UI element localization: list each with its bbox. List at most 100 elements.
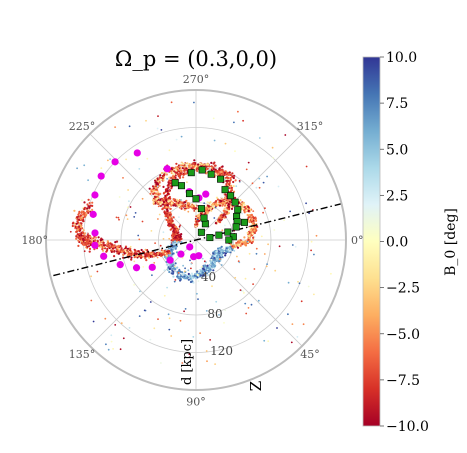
halo-particle bbox=[235, 185, 238, 188]
halo-particle bbox=[146, 157, 149, 160]
stream-particle bbox=[221, 249, 224, 252]
stream-particle bbox=[223, 171, 226, 174]
stream-particle bbox=[168, 224, 171, 227]
stream-particle bbox=[218, 247, 221, 250]
stream-particle bbox=[250, 214, 253, 217]
halo-particle bbox=[183, 270, 186, 273]
stream-particle bbox=[222, 201, 225, 204]
stream-particle bbox=[167, 186, 170, 189]
stream-particle bbox=[170, 272, 173, 275]
stream-particle bbox=[181, 273, 184, 276]
halo-particle bbox=[263, 253, 266, 255]
halo-particle bbox=[251, 182, 254, 185]
halo-particle bbox=[186, 181, 188, 184]
stream-particle bbox=[161, 198, 164, 201]
halo-particle bbox=[245, 168, 248, 171]
stream-particle bbox=[211, 202, 215, 205]
halo-particle bbox=[173, 173, 176, 176]
stream-particle bbox=[243, 241, 246, 244]
stream-particle bbox=[167, 266, 170, 269]
stream-particle bbox=[88, 247, 92, 250]
stream-particle bbox=[178, 176, 182, 179]
halo-particle bbox=[267, 243, 269, 246]
halo-particle bbox=[211, 285, 213, 288]
stream-particle bbox=[169, 180, 172, 183]
halo-particle bbox=[224, 309, 227, 312]
stream-particle bbox=[178, 274, 181, 277]
stream-particle bbox=[217, 171, 220, 174]
halo-particle bbox=[169, 240, 172, 243]
halo-particle bbox=[187, 210, 190, 213]
stream-particle bbox=[237, 244, 240, 247]
halo-particle bbox=[154, 242, 157, 245]
halo-particle bbox=[153, 262, 156, 264]
halo-particle bbox=[145, 119, 147, 122]
stream-particle bbox=[162, 203, 165, 206]
halo-particle bbox=[234, 276, 237, 279]
stream-particle bbox=[159, 178, 162, 181]
stream-particle bbox=[232, 245, 236, 248]
halo-particle bbox=[166, 177, 169, 180]
stream-particle bbox=[185, 274, 188, 278]
halo-particle bbox=[233, 250, 236, 252]
halo-particle bbox=[310, 240, 313, 243]
stream-particle bbox=[167, 200, 170, 203]
stream-particle bbox=[160, 254, 163, 257]
stream-particle bbox=[87, 198, 90, 201]
halo-particle bbox=[178, 216, 180, 219]
halo-particle bbox=[197, 280, 200, 282]
stream-particle bbox=[238, 203, 241, 206]
halo-particle bbox=[260, 235, 263, 238]
halo-particle bbox=[156, 256, 159, 259]
stream-particle bbox=[78, 223, 81, 226]
halo-particle bbox=[177, 256, 180, 259]
colorbar-tick-label: −10.0 bbox=[386, 419, 429, 435]
halo-particle bbox=[149, 338, 152, 341]
stream-particle bbox=[107, 245, 110, 249]
stream-particle bbox=[106, 240, 109, 243]
halo-particle bbox=[170, 208, 172, 210]
stream-particle bbox=[200, 163, 203, 166]
colorbar-tick-label: −7.5 bbox=[386, 373, 420, 389]
stream-particle bbox=[115, 248, 118, 251]
stream-particle bbox=[213, 161, 216, 164]
halo-particle bbox=[172, 222, 175, 224]
stream-particle bbox=[153, 252, 156, 256]
stream-particle bbox=[252, 236, 255, 239]
halo-particle bbox=[274, 269, 277, 272]
stream-particle bbox=[213, 250, 216, 253]
halo-particle bbox=[245, 312, 248, 315]
stream-particle bbox=[173, 267, 176, 270]
halo-particle bbox=[160, 362, 162, 364]
stream-particle bbox=[191, 204, 194, 208]
stream-particle bbox=[152, 199, 155, 202]
colorbar-tick-label: −2.5 bbox=[386, 281, 420, 297]
stream-particle bbox=[72, 221, 75, 224]
magenta-point bbox=[186, 243, 194, 251]
halo-particle bbox=[313, 293, 315, 296]
stream-particle bbox=[86, 210, 89, 213]
stream-particle bbox=[174, 225, 178, 228]
halo-particle bbox=[163, 294, 166, 297]
stream-particle bbox=[153, 192, 156, 195]
stream-particle bbox=[161, 171, 164, 175]
stream-particle bbox=[84, 242, 87, 245]
halo-particle bbox=[252, 283, 255, 285]
stream-particle bbox=[218, 218, 221, 221]
stream-particle bbox=[117, 252, 120, 255]
stream-particle bbox=[232, 180, 235, 184]
stream-particle bbox=[182, 176, 185, 179]
stream-particle bbox=[76, 233, 79, 236]
stream-particle bbox=[126, 247, 129, 250]
halo-particle bbox=[139, 290, 141, 293]
stream-particle bbox=[159, 192, 162, 195]
colorbar-gradient bbox=[362, 56, 381, 427]
halo-particle bbox=[264, 207, 266, 210]
halo-particle bbox=[150, 230, 153, 232]
stream-particle bbox=[226, 248, 229, 251]
stream-particle bbox=[214, 222, 217, 225]
stream-particle bbox=[191, 275, 194, 278]
halo-particle bbox=[125, 214, 128, 217]
stream-particle bbox=[163, 211, 166, 214]
stream-particle bbox=[157, 200, 160, 203]
